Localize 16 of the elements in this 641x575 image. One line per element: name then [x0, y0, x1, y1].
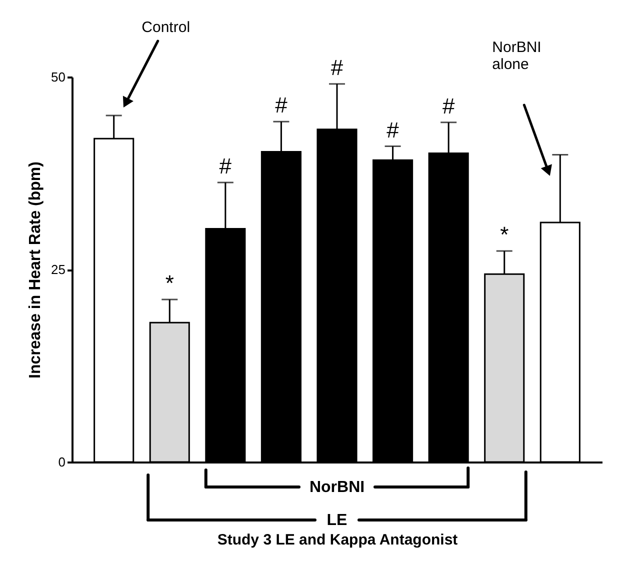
data-label: # [275, 92, 288, 118]
data-label: # [219, 153, 232, 178]
text: NorBNI alone [492, 39, 542, 73]
text: NorBNI [309, 479, 365, 496]
y-axis-title: Increase in Heart Rate (bpm) [27, 162, 44, 378]
data-label: # [442, 93, 456, 118]
data-label: * [165, 270, 174, 296]
data-label: # [330, 54, 344, 80]
y-tick-label: 0 [58, 454, 66, 470]
data-label: # [386, 117, 400, 142]
text: LE [326, 512, 348, 529]
y-tick-label: 25 [51, 262, 66, 277]
data-label: * [500, 222, 510, 248]
x-axis-title: Study 3 LE and Kappa Antagonist [217, 532, 458, 548]
y-tick-label: 50 [51, 70, 66, 84]
text: Control [142, 19, 190, 36]
